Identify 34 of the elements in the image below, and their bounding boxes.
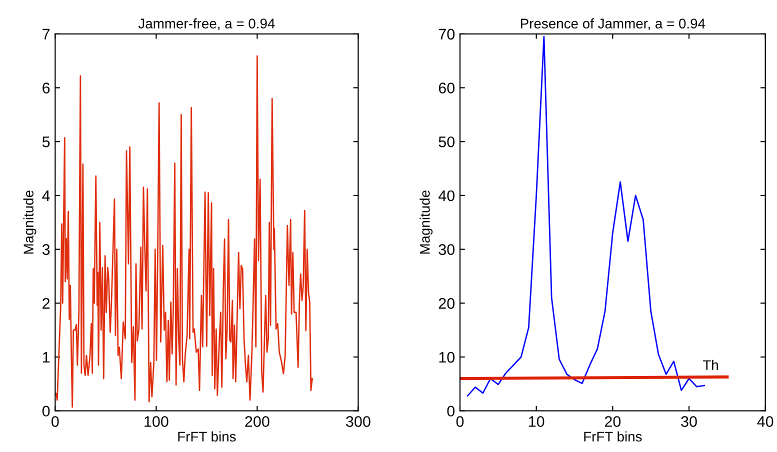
x-tick-label: 100 [144,416,168,427]
x-axis-title: FrFT bins [178,431,236,442]
y-tick-label: 20 [438,298,455,309]
x-tick-label: 30 [681,416,697,427]
y-tick-label: 2 [42,298,50,309]
y-tick-label: 70 [438,28,455,40]
x-tick-label: 200 [245,416,270,427]
chart-title: Jammer-free, a = 0.94 [138,18,275,30]
y-tick-label: 7 [42,28,50,40]
y-tick-label: 4 [42,190,50,201]
x-tick-label: 300 [346,416,370,427]
x-tick-label: 10 [528,416,544,427]
y-tick-label: 30 [438,244,455,255]
x-tick-label: 20 [604,416,621,427]
y-tick-label: 40 [438,190,455,202]
y-tick-label: 5 [42,136,50,148]
y-tick-label: 1 [42,352,50,363]
y-axis-title: Magnitude [23,190,36,254]
y-tick-label: 6 [42,82,50,94]
y-tick-label: 0 [447,406,455,417]
chart-title: Presence of Jammer, a = 0.94 [520,18,706,30]
annotation: Th [702,360,718,370]
y-axis-title: Magnitude [420,190,433,254]
line-series [55,55,313,408]
y-tick-label: 10 [439,352,455,363]
line-series [466,36,705,396]
y-tick-label: 60 [438,82,455,94]
x-tick-label: 40 [757,416,774,427]
x-axis-title: FrFT bins [584,431,642,442]
y-tick-label: 3 [42,244,50,255]
y-tick-label: 50 [438,136,455,148]
x-tick-label: 0 [456,416,464,427]
x-tick-label: 0 [52,416,59,427]
y-tick-label: 0 [42,406,50,417]
